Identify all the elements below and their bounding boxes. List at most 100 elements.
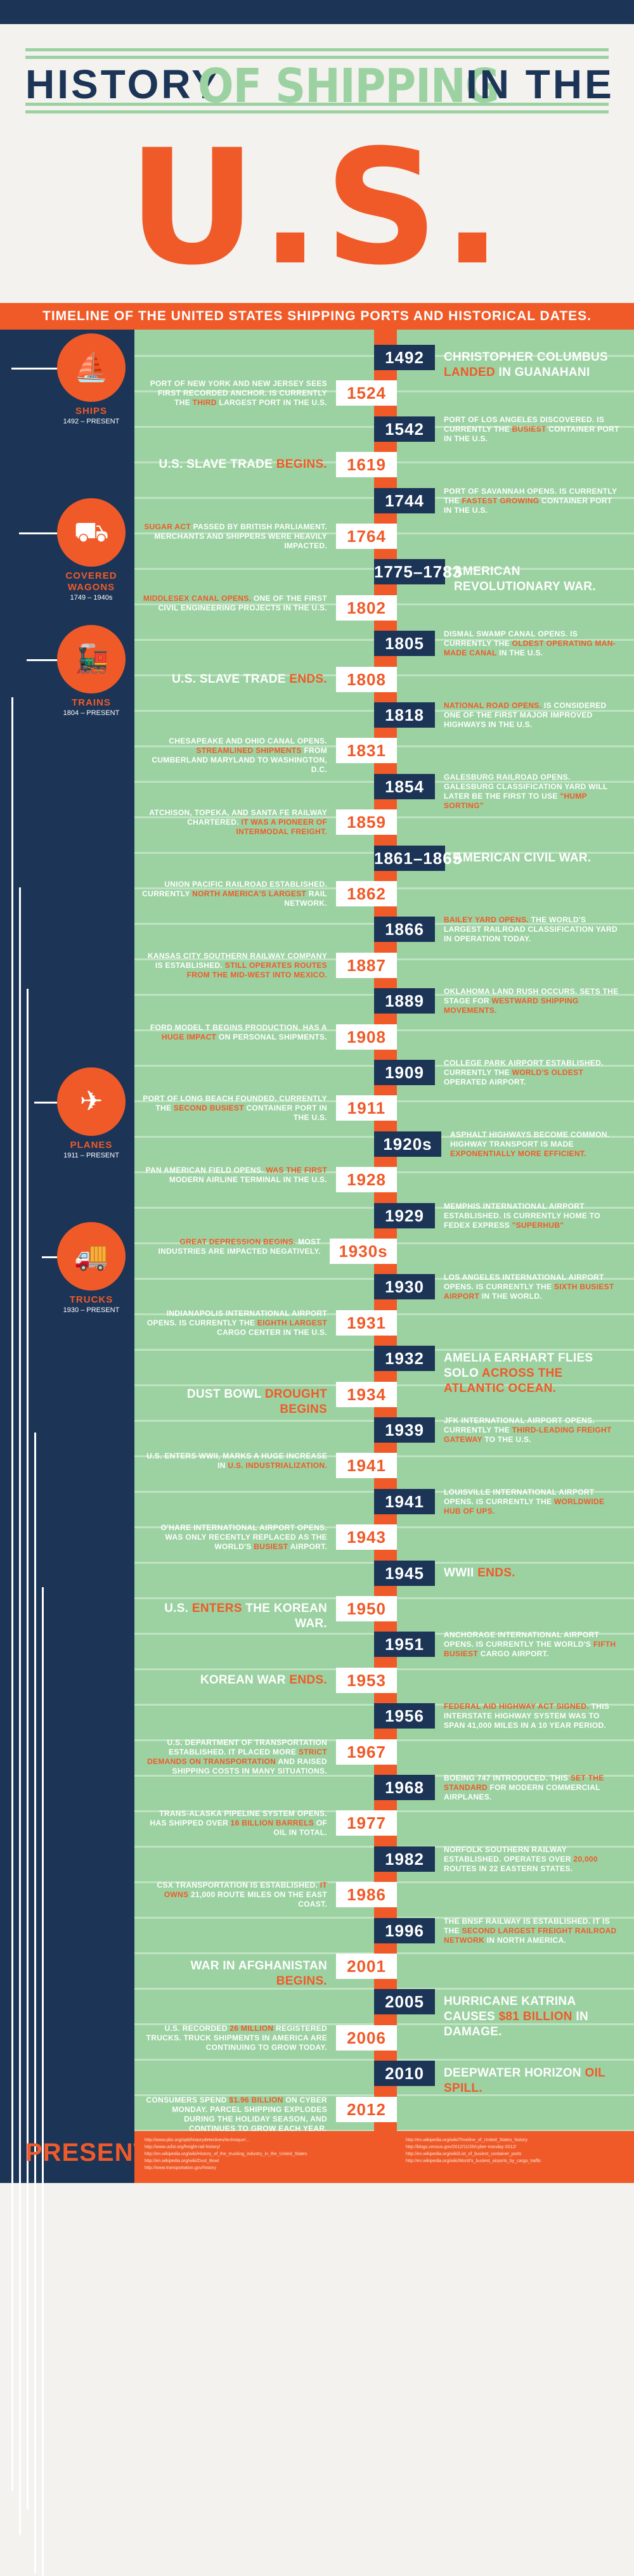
year-label: 2012 [336,2097,397,2122]
event-text-post: CONTAINER PORT IN THE U.S. [444,425,619,443]
event-text-post: IS CONSIDERED ONE OF THE FIRST MAJOR IMP… [444,701,607,729]
event-text: NATIONAL ROAD OPENS. IS CONSIDERED ONE O… [444,701,621,730]
event-text-highlight: BUSIEST [512,425,547,434]
transport-line [11,368,57,370]
event-text-post: THE WORLD'S LARGEST RAILROAD CLASSIFICAT… [444,915,618,943]
event-text-post: REGISTERED TRUCKS. TRUCK SHIPMENTS IN AM… [146,2024,327,2052]
year-label: 1619 [336,452,397,477]
event-text: U.S. SLAVE TRADE BEGINS. [141,457,327,472]
event-text: BAILEY YARD OPENS. THE WORLD'S LARGEST R… [444,915,621,944]
title-us: U.S. [127,115,507,300]
event-text: O'HARE INTERNATIONAL AIRPORT OPENS. WAS … [141,1523,327,1552]
header: HISTORY OF SHIPPING IN THE U.S. [0,24,634,303]
event-text: WAR IN AFGHANISTAN BEGINS. [141,1959,327,1989]
transport-line [34,1102,57,1104]
source-link[interactable]: http://en.wikipedia.org/wiki/World's_bus… [406,2159,541,2163]
event-text-highlight: IT WAS A PIONEER OF INTERMODAL FREIGHT. [236,818,327,836]
year-label: 1943 [336,1524,397,1550]
event-text-highlight: "SUPERHUB" [512,1221,564,1230]
year-label: 1831 [336,738,397,763]
present-label: PRESENT [25,2139,150,2167]
source-link[interactable]: http://en.wikipedia.org/wiki/Timeline_of… [406,2138,527,2142]
event-text: DEEPWATER HORIZON OIL SPILL. [444,2066,621,2096]
event-text-pre: ANCHORAGE INTERNATIONAL AIRPORT OPENS. I… [444,1630,600,1649]
event-text: U.S. DEPARTMENT OF TRANSPORTATION ESTABL… [141,1738,327,1775]
event-text-highlight: ENTERS [191,1602,242,1615]
year-label: 1908 [336,1024,397,1050]
event-text-post: OF OIL IN TOTAL. [273,1819,327,1837]
event-text-highlight: WORLD'S OLDEST [512,1068,583,1077]
covered-wagon-icon: ⛟ [57,498,126,567]
event-text: U.S. ENTERS THE KOREAN WAR. [141,1601,327,1632]
source-link[interactable]: http://blogs.census.gov/2012/11/26/cyber… [406,2145,517,2149]
event-text-highlight: NATIONAL ROAD OPENS. [444,701,542,710]
year-label: 1854 [374,774,435,799]
event-text-highlight: ENDS. [477,1566,515,1580]
year-label: 1808 [336,667,397,692]
source-link[interactable]: http://en.wikipedia.org/wiki/Dust_Bowl [145,2159,219,2163]
event-text-pre: UNION PACIFIC RAILROAD ESTABLISHED. CURR… [142,880,327,898]
event-text-pre: AMELIA EARHART FLIES SOLO [444,1351,593,1380]
transport-line [11,697,13,2491]
event-text-pre: GALESBURG RAILROAD OPENS. GALESBURG CLAS… [444,773,608,801]
event-text-highlight: WORLDWIDE HUB OF UPS. [444,1497,605,1516]
transport-line [42,1256,57,1258]
event-text: DISMAL SWAMP CANAL OPENS. IS CURRENTLY T… [444,629,621,658]
source-link[interactable]: http://en.wikipedia.org/wiki/History_of_… [145,2152,307,2156]
event-text: WWII ENDS. [444,1566,621,1581]
event-text-highlight: BAILEY YARD OPENS. [444,915,529,924]
event-text-pre: U.S. SLAVE TRADE [158,458,276,471]
year-label: 1802 [336,595,397,621]
event-text: CONSUMERS SPEND $1.96 BILLION ON CYBER M… [141,2096,327,2133]
year-label: 2010 [374,2061,435,2086]
source-link[interactable]: http://en.wikipedia.org/wiki/List_of_bus… [406,2152,522,2156]
event-text: LOS ANGELES INTERNATIONAL AIRPORT OPENS.… [444,1273,621,1301]
event-text-post: MODERN AIRLINE TERMINAL IN THE U.S. [169,1175,327,1184]
event-text-pre: TRANS-ALASKA PIPELINE SYSTEM OPENS. HAS … [150,1809,327,1827]
year-label: 1977 [336,1810,397,1836]
event-text: PORT OF LOS ANGELES DISCOVERED. IS CURRE… [444,415,621,444]
event-text-pre: PORT OF LONG BEACH FOUNDED. CURRENTLY TH… [143,1094,327,1112]
event-text-highlight: FEDERAL AID HIGHWAY ACT SIGNED. [444,1702,589,1711]
year-label: 1744 [374,488,435,513]
year-label: 1932 [374,1346,435,1371]
event-text-pre: U.S. [164,1602,192,1615]
event-text: U.S. RECORDED 26 MILLION REGISTERED TRUC… [141,2024,327,2052]
event-text-post: CARGO CENTER IN THE U.S. [217,1328,327,1337]
mode-years: 1911 – PRESENT [63,1152,119,1159]
year-label: 1956 [374,1703,435,1729]
event-text: GALESBURG RAILROAD OPENS. GALESBURG CLAS… [444,773,621,810]
mode-years: 1804 – PRESENT [63,709,120,717]
event-text-pre: KOREAN WAR [200,1673,290,1687]
event-text-highlight: OIL SPILL. [444,2066,605,2095]
event-text: MEMPHIS INTERNATIONAL AIRPORT ESTABLISHE… [444,1202,621,1230]
event-text: TRANS-ALASKA PIPELINE SYSTEM OPENS. HAS … [141,1809,327,1838]
event-text: THE BNSF RAILWAY IS ESTABLISHED. IT IS T… [444,1917,621,1945]
year-label: 1928 [336,1167,397,1192]
year-label: 1986 [336,1882,397,1907]
transport-line [19,887,21,2535]
event-text-pre: NORFOLK SOUTHERN RAILWAY ESTABLISHED. OP… [444,1845,574,1864]
event-text-post: IN THE U.S. [496,648,543,657]
source-link[interactable]: http://www.transportation.gov/history [145,2166,216,2170]
event-text-post: ON PERSONAL SHIPMENTS. [216,1033,327,1041]
event-text-highlight: SECOND BUSIEST [173,1104,244,1112]
year-label: 1492 [374,345,435,370]
event-text-highlight: SECOND LARGEST FREIGHT RAILROAD NETWORK [444,1926,617,1945]
source-link[interactable]: http://www.usfst.org/freight-rail-histor… [145,2145,221,2149]
event-text: ATCHISON, TOPEKA, AND SANTA FE RAILWAY C… [141,808,327,837]
event-text-highlight: BEGINS. [276,1974,327,1988]
event-text-pre: ASPHALT HIGHWAYS BECOME COMMON. HIGHWAY … [450,1130,610,1149]
event-text-pre: INDIANAPOLIS INTERNATIONAL AIRPORT OPENS… [146,1309,327,1327]
year-label: 1887 [336,953,397,978]
year-label: 1929 [374,1203,435,1228]
event-text-pre: ATCHISON, TOPEKA, AND SANTA FE RAILWAY C… [149,808,327,827]
event-text-highlight: U.S. INDUSTRIALIZATION. [228,1461,327,1470]
event-text: NORFOLK SOUTHERN RAILWAY ESTABLISHED. OP… [444,1845,621,1874]
event-text-pre: HURRICANE KATRINA CAUSES [444,1995,576,2023]
event-text-highlight: ENDS. [289,673,327,686]
event-text-pre: FORD MODEL T BEGINS PRODUCTION. HAS A [150,1023,327,1032]
event-text-highlight: THIRD-LEADING FREIGHT GATEWAY [444,1426,612,1444]
source-link[interactable]: http://www.pbs.org/opb/historydetectives… [145,2138,250,2142]
